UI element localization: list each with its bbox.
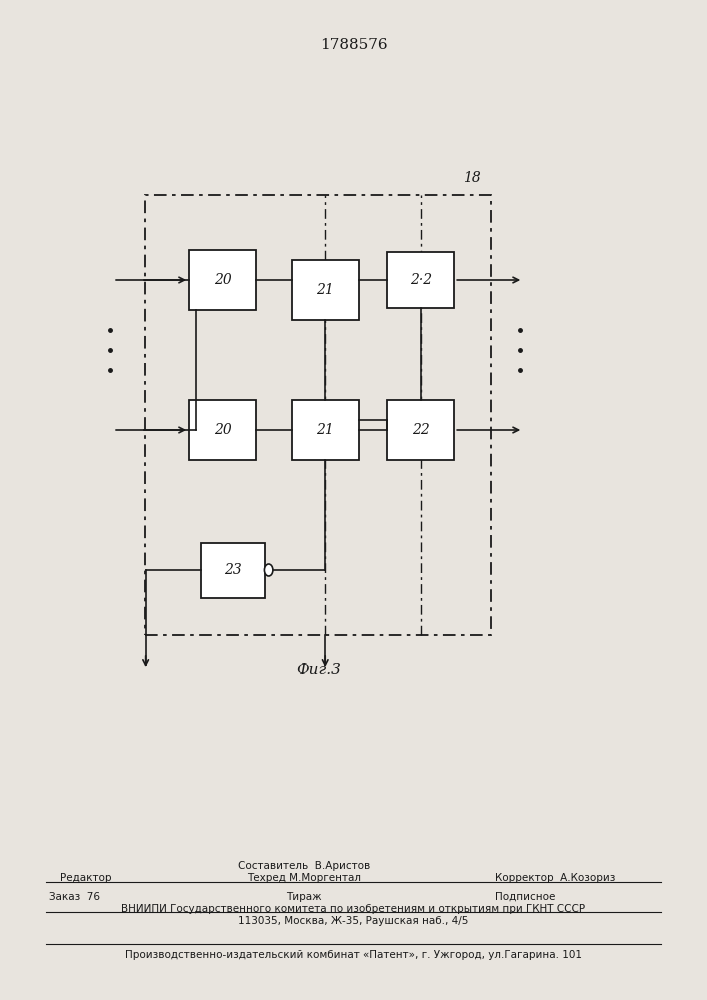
Text: ВНИИПИ Государственного комитета по изобретениям и открытиям при ГКНТ СССР: ВНИИПИ Государственного комитета по изоб… bbox=[122, 904, 585, 914]
Text: 18: 18 bbox=[463, 171, 481, 185]
Text: Составитель  В.Аристов: Составитель В.Аристов bbox=[238, 861, 370, 871]
Text: Корректор  А.Козориз: Корректор А.Козориз bbox=[495, 873, 615, 883]
Text: 22: 22 bbox=[411, 423, 430, 437]
Text: 113035, Москва, Ж-35, Раушская наб., 4/5: 113035, Москва, Ж-35, Раушская наб., 4/5 bbox=[238, 916, 469, 926]
Bar bbox=[189, 400, 256, 460]
Bar bbox=[291, 260, 359, 320]
Bar bbox=[291, 400, 359, 460]
Bar bbox=[189, 250, 256, 310]
Text: 21: 21 bbox=[316, 423, 334, 437]
Text: 20: 20 bbox=[214, 423, 232, 437]
Bar bbox=[145, 195, 491, 635]
Text: Редактор: Редактор bbox=[60, 873, 112, 883]
Bar bbox=[387, 400, 454, 460]
Text: 23: 23 bbox=[224, 563, 243, 577]
Bar bbox=[387, 252, 454, 308]
Text: 21: 21 bbox=[316, 283, 334, 297]
Text: 20: 20 bbox=[214, 273, 232, 287]
Text: Подписное: Подписное bbox=[495, 892, 555, 902]
Circle shape bbox=[264, 564, 273, 576]
Text: Производственно-издательский комбинат «Патент», г. Ужгород, ул.Гагарина. 101: Производственно-издательский комбинат «П… bbox=[125, 950, 582, 960]
Text: Заказ  76: Заказ 76 bbox=[49, 892, 100, 902]
Text: Фиг.3: Фиг.3 bbox=[296, 663, 341, 677]
Text: 1788576: 1788576 bbox=[320, 38, 387, 52]
Bar bbox=[201, 542, 265, 598]
Text: Техред М.Моргентал: Техред М.Моргентал bbox=[247, 873, 361, 883]
Text: Тираж: Тираж bbox=[286, 892, 322, 902]
Text: 2·2: 2·2 bbox=[409, 273, 432, 287]
